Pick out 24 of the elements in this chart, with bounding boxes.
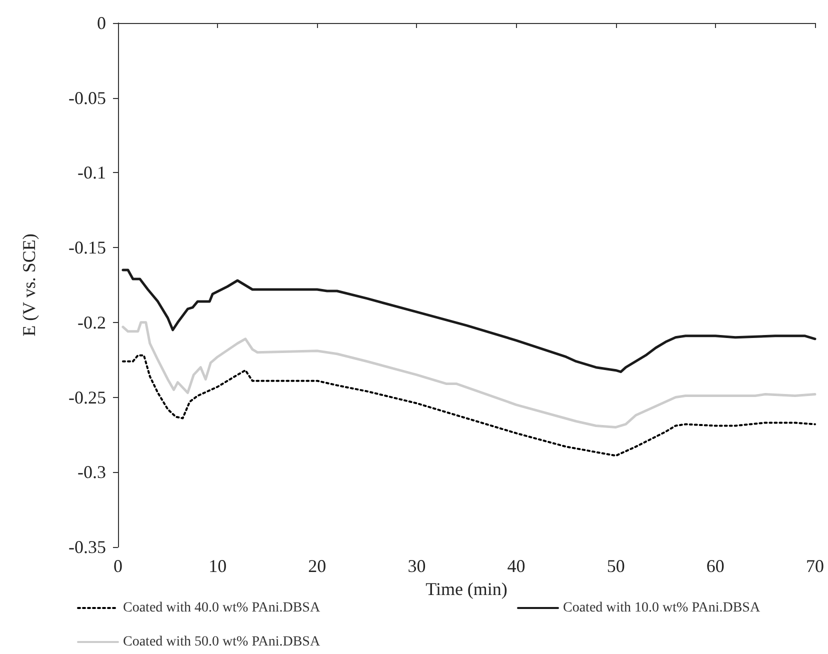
x-tick-label: 0 [114,556,122,576]
y-tick-label: -0.15 [68,238,106,258]
line-series [122,321,816,428]
y-tick-label: 0 [97,13,106,33]
line-series [122,354,816,457]
x-tick-label: 10 [208,556,227,576]
y-tick-label: -0.05 [68,88,106,108]
legend-label: Coated with 50.0 wt% PAni.DBSA [123,634,321,650]
x-tick-label: 60 [706,556,724,576]
line-series [122,268,816,374]
x-tick-label: 50 [606,556,625,576]
x-tick-label: 20 [308,556,326,576]
x-tick-label: 30 [408,556,426,576]
y-tick-label: -0.2 [78,312,106,332]
y-tick-label: -0.3 [78,462,106,482]
x-axis-title: Time (min) [426,578,508,599]
x-tick-label: 40 [507,556,526,576]
y-tick-label: -0.35 [68,537,106,557]
legend-label: Coated with 10.0 wt% PAni.DBSA [563,600,761,616]
legend-label: Coated with 40.0 wt% PAni.DBSA [123,600,321,616]
y-tick-label: -0.25 [68,387,106,408]
y-axis-title: E (V vs. SCE) [19,234,39,336]
y-tick-label: -0.1 [78,162,106,183]
x-tick-label: 70 [806,556,824,576]
